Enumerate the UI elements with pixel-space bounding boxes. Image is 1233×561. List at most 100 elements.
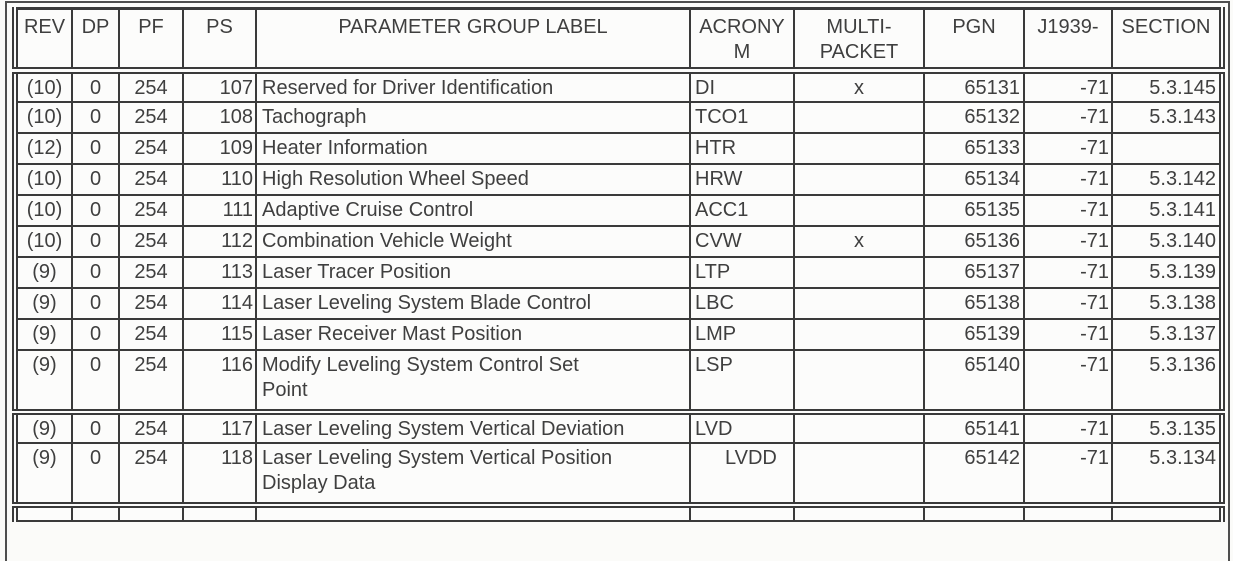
cell-rev: (10)	[14, 163, 73, 196]
cell-pgn: 65132	[923, 101, 1025, 134]
cell-pf: 254	[118, 349, 184, 413]
cell-pf: 254	[118, 256, 184, 289]
cell-section: 5.3.139	[1111, 256, 1223, 289]
cell-pgn: 65135	[923, 194, 1025, 227]
cell-dp: 0	[71, 163, 120, 196]
cell-acronym: TCO1	[689, 101, 795, 134]
cell-label: Laser Leveling System Blade Control	[255, 287, 691, 320]
table-row-ps-115: (9) 0 254 115 Laser Receiver Mast Position LM…	[14, 318, 1223, 351]
cell-j1939: -71	[1023, 349, 1113, 413]
cell-rev: (9)	[14, 409, 73, 444]
cell-pgn: 65140	[923, 349, 1025, 413]
cell-pf: 254	[118, 132, 184, 165]
cell-ps: 114	[182, 287, 257, 320]
cell-j1939: -71	[1023, 409, 1113, 444]
cell-section	[1111, 132, 1223, 165]
cell-dp: 0	[71, 287, 120, 320]
cell-j1939: -71	[1023, 442, 1113, 506]
cell-ps: 111	[182, 194, 257, 227]
table-row-ps-117: (9) 0 254 117 Laser Leveling System Vertical…	[14, 409, 1223, 444]
cell-label: Modify Leveling System Control Set Point	[255, 349, 691, 413]
cell-acronym: LVDD	[689, 442, 795, 506]
table-header: REV DP PF PS PARAMETER GROUP LABEL ACRONY M MU…	[14, 7, 1223, 74]
column-header-section: SECTION	[1111, 7, 1223, 74]
cell-dp: 0	[71, 318, 120, 351]
cell-multipacket	[793, 132, 925, 165]
cell-ps-empty	[182, 502, 257, 522]
cell-pgn: 65134	[923, 163, 1025, 196]
table-row-ps-112: (10) 0 254 112 Combination Vehicle Weight CVW…	[14, 225, 1223, 258]
cell-pf: 254	[118, 194, 184, 227]
cell-pf-empty	[118, 502, 184, 522]
cell-multipacket	[793, 349, 925, 413]
table-row-ps-107: (10) 0 254 107 Reserved for Driver Identific…	[14, 69, 1223, 103]
cell-dp: 0	[71, 132, 120, 165]
cell-label: Laser Leveling System Vertical Position …	[255, 442, 691, 506]
cell-pgn: 65131	[923, 69, 1025, 103]
cell-rev: (9)	[14, 256, 73, 289]
cell-rev: (9)	[14, 287, 73, 320]
column-header-multipacket: MULTI- PACKET	[793, 7, 925, 74]
cell-rev: (10)	[14, 69, 73, 103]
cell-section: 5.3.142	[1111, 163, 1223, 196]
cell-acronym: LSP	[689, 349, 795, 413]
cell-acronym: ACC1	[689, 194, 795, 227]
cell-multipacket	[793, 409, 925, 444]
cell-ps: 107	[182, 69, 257, 103]
cell-multipacket	[793, 287, 925, 320]
cell-pgn: 65139	[923, 318, 1025, 351]
cell-ps: 108	[182, 101, 257, 134]
cell-dp: 0	[71, 409, 120, 444]
cell-j1939: -71	[1023, 101, 1113, 134]
cell-pf: 254	[118, 163, 184, 196]
cell-multipacket	[793, 442, 925, 506]
cell-j1939: -71	[1023, 225, 1113, 258]
parameter-group-table: REV DP PF PS PARAMETER GROUP LABEL ACRONY M MU…	[12, 7, 1225, 522]
table-row-ps-114: (9) 0 254 114 Laser Leveling System Blade Co…	[14, 287, 1223, 320]
cell-pf: 254	[118, 225, 184, 258]
cell-multipacket	[793, 318, 925, 351]
column-header-dp: DP	[71, 7, 120, 74]
table-row-ps-118: (9) 0 254 118 Laser Leveling System Vertical…	[14, 442, 1223, 506]
cell-acronym: LBC	[689, 287, 795, 320]
cell-multipacket	[793, 194, 925, 227]
cell-ps: 118	[182, 442, 257, 506]
cell-rev: (10)	[14, 225, 73, 258]
cell-section: 5.3.136	[1111, 349, 1223, 413]
table-row-ps-110: (10) 0 254 110 High Resolution Wheel Speed HR…	[14, 163, 1223, 196]
cell-section: 5.3.143	[1111, 101, 1223, 134]
cell-dp: 0	[71, 225, 120, 258]
cell-acronym: LMP	[689, 318, 795, 351]
cell-multipacket	[793, 101, 925, 134]
cell-section: 5.3.140	[1111, 225, 1223, 258]
cell-label: Laser Tracer Position	[255, 256, 691, 289]
cell-label: Combination Vehicle Weight	[255, 225, 691, 258]
cell-pgn: 65142	[923, 442, 1025, 506]
cell-rev: (9)	[14, 349, 73, 413]
table-header-row: REV DP PF PS PARAMETER GROUP LABEL ACRONY M MU…	[14, 7, 1223, 74]
table-body: (10) 0 254 107 Reserved for Driver Identific…	[14, 69, 1223, 522]
cell-pf: 254	[118, 442, 184, 506]
cell-rev: (9)	[14, 318, 73, 351]
cell-section-empty	[1111, 502, 1223, 522]
cell-label: Tachograph	[255, 101, 691, 134]
cell-multipacket	[793, 163, 925, 196]
cell-dp: 0	[71, 349, 120, 413]
cell-acronym: HTR	[689, 132, 795, 165]
cell-rev: (10)	[14, 101, 73, 134]
cell-j1939: -71	[1023, 69, 1113, 103]
column-header-ps: PS	[182, 7, 257, 74]
scanned-page-frame	[5, 1, 1230, 561]
cell-ps: 116	[182, 349, 257, 413]
cell-label: Laser Receiver Mast Position	[255, 318, 691, 351]
cell-dp: 0	[71, 194, 120, 227]
column-header-label: PARAMETER GROUP LABEL	[255, 7, 691, 74]
cell-dp: 0	[71, 101, 120, 134]
cell-label-empty	[255, 502, 691, 522]
cell-acronym: LVD	[689, 409, 795, 444]
cell-pgn: 65136	[923, 225, 1025, 258]
cell-pf: 254	[118, 287, 184, 320]
column-header-pgn: PGN	[923, 7, 1025, 74]
cell-acronym-empty	[689, 502, 795, 522]
table-row-ps-113: (9) 0 254 113 Laser Tracer Position LTP 65137-…	[14, 256, 1223, 289]
